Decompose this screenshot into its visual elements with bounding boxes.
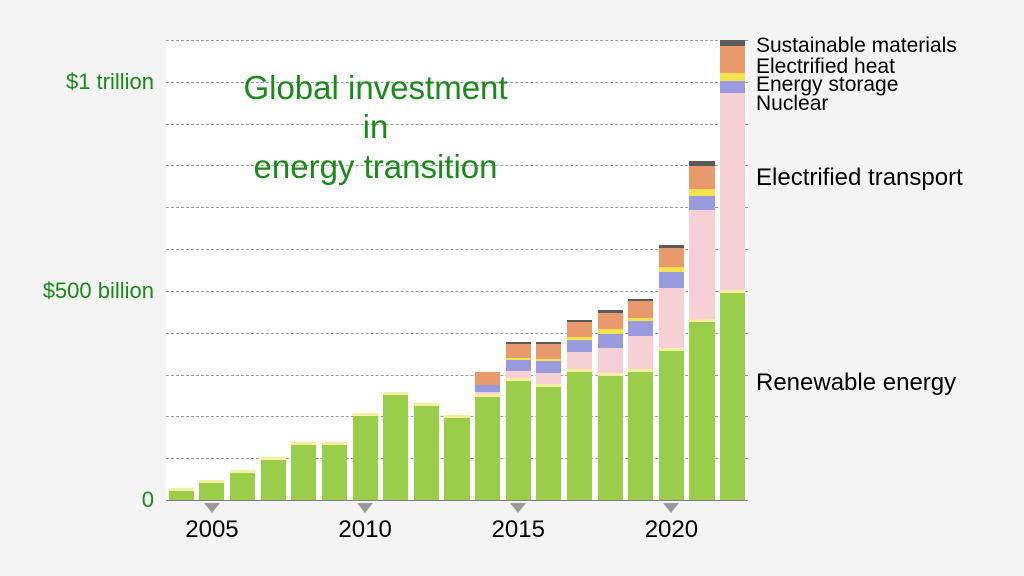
xtick-marker: [510, 503, 526, 513]
xtick-label-2020: 2020: [645, 516, 698, 544]
ytick-label: $1 trillion: [66, 69, 154, 95]
segment-nuclear: [475, 385, 500, 393]
segment-renewable: [199, 480, 224, 500]
segment-renewable: [322, 442, 347, 500]
bar-2011: [383, 392, 408, 500]
segment-renewable: [383, 392, 408, 500]
segment-transport: [689, 210, 714, 319]
segment-renewable: [506, 378, 531, 500]
bar-2012: [414, 403, 439, 500]
bar-2017: [567, 320, 592, 500]
segment-renewable: [353, 413, 378, 500]
bar-2021: [689, 161, 714, 500]
segment-nuclear: [689, 196, 714, 211]
legend-label-nuclear: Nuclear: [756, 92, 828, 116]
segment-renewable: [720, 290, 745, 500]
segment-transport: [659, 288, 684, 349]
segment-heat: [536, 344, 561, 359]
bar-2014: [475, 372, 500, 500]
segment-renewable: [659, 348, 684, 500]
x-axis: [166, 500, 748, 501]
xtick-marker: [204, 503, 220, 513]
segment-renewable: [414, 403, 439, 500]
segment-heat: [567, 322, 592, 337]
gridline: [166, 207, 748, 208]
bar-2018: [598, 310, 623, 500]
bar-2016: [536, 342, 561, 500]
segment-nuclear: [628, 321, 653, 336]
bar-2005: [199, 480, 224, 500]
xtick-label-2015: 2015: [492, 516, 545, 544]
segment-heat: [598, 313, 623, 329]
segment-renewable: [444, 415, 469, 500]
bar-2009: [322, 442, 347, 500]
segment-renewable: [689, 319, 714, 500]
bar-2008: [291, 442, 316, 500]
segment-nuclear: [567, 340, 592, 353]
segment-heat: [475, 372, 500, 385]
bar-2007: [261, 457, 286, 500]
segment-renewable: [291, 442, 316, 500]
legend-label-transport: Electrified transport: [756, 164, 963, 192]
segment-nuclear: [506, 360, 531, 372]
xtick-marker: [357, 503, 373, 513]
segment-renewable: [567, 369, 592, 500]
bar-2010: [353, 413, 378, 500]
xtick-label-2010: 2010: [338, 516, 391, 544]
xtick-label-2005: 2005: [185, 516, 238, 544]
segment-nuclear: [659, 272, 684, 288]
segment-transport: [536, 373, 561, 383]
segment-transport: [567, 352, 592, 369]
ytick-label: $500 billion: [43, 278, 154, 304]
bar-2006: [230, 470, 255, 500]
segment-transport: [720, 93, 745, 290]
bar-2015: [506, 342, 531, 500]
segment-heat: [689, 166, 714, 189]
segment-renewable: [230, 470, 255, 500]
segment-nuclear: [720, 81, 745, 94]
segment-heat: [506, 344, 531, 357]
segment-heat: [720, 46, 745, 73]
bar-2020: [659, 245, 684, 500]
gridline: [166, 40, 748, 41]
segment-renewable: [628, 369, 653, 500]
legend-label-renewable: Renewable energy: [756, 369, 956, 397]
segment-heat: [659, 248, 684, 267]
segment-transport: [598, 348, 623, 373]
segment-renewable: [536, 384, 561, 500]
chart-title: Global investment in energy transition: [216, 68, 536, 187]
bar-2004: [169, 488, 194, 500]
segment-renewable: [261, 457, 286, 500]
segment-heat: [628, 301, 653, 318]
segment-renewable: [169, 488, 194, 500]
segment-renewable: [475, 394, 500, 500]
segment-nuclear: [598, 334, 623, 349]
segment-transport: [628, 336, 653, 369]
bar-2013: [444, 415, 469, 500]
ytick-label: 0: [142, 487, 154, 513]
segment-renewable: [598, 373, 623, 500]
bar-2019: [628, 299, 653, 500]
segment-nuclear: [536, 361, 561, 374]
xtick-marker: [663, 503, 679, 513]
bar-2022: [720, 40, 745, 500]
segment-storage: [720, 73, 745, 81]
